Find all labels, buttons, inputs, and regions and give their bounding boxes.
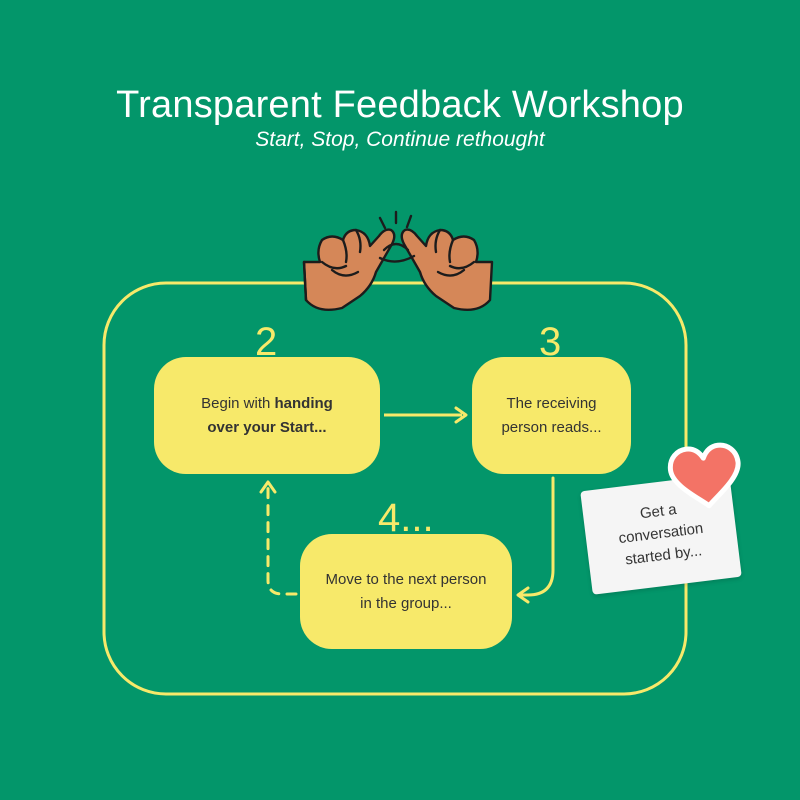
arrow-4-to-2-dashed (259, 480, 298, 596)
step-3-box: The receiving person reads... (472, 357, 631, 474)
step-3-text: The receiving person reads... (501, 394, 602, 436)
arrow-2-to-3 (384, 406, 468, 424)
step-4-box: Move to the next person in the group... (300, 534, 512, 649)
step-2-text-plain: Begin with (201, 394, 275, 412)
note-card: Get a conversation started by... (580, 473, 742, 595)
step-2-text: Begin with handing over your Start... (187, 392, 347, 440)
arrow-3-to-4 (516, 476, 555, 604)
page-subtitle: Start, Stop, Continue rethought (255, 128, 545, 151)
step-4-number: 4... (378, 496, 434, 540)
step-2-number: 2 (255, 320, 278, 364)
page-title: Transparent Feedback Workshop (116, 84, 684, 126)
note-card-text: Get a conversation started by... (617, 500, 705, 569)
step-3-number: 3 (539, 320, 562, 364)
step-2-text-bold: handing over your Start... (207, 394, 333, 436)
step-2-box: Begin with handing over your Start... (154, 357, 380, 474)
step-4-text: Move to the next person in the group... (325, 570, 487, 612)
crossed-pinky-promise-hands-icon (302, 210, 494, 311)
